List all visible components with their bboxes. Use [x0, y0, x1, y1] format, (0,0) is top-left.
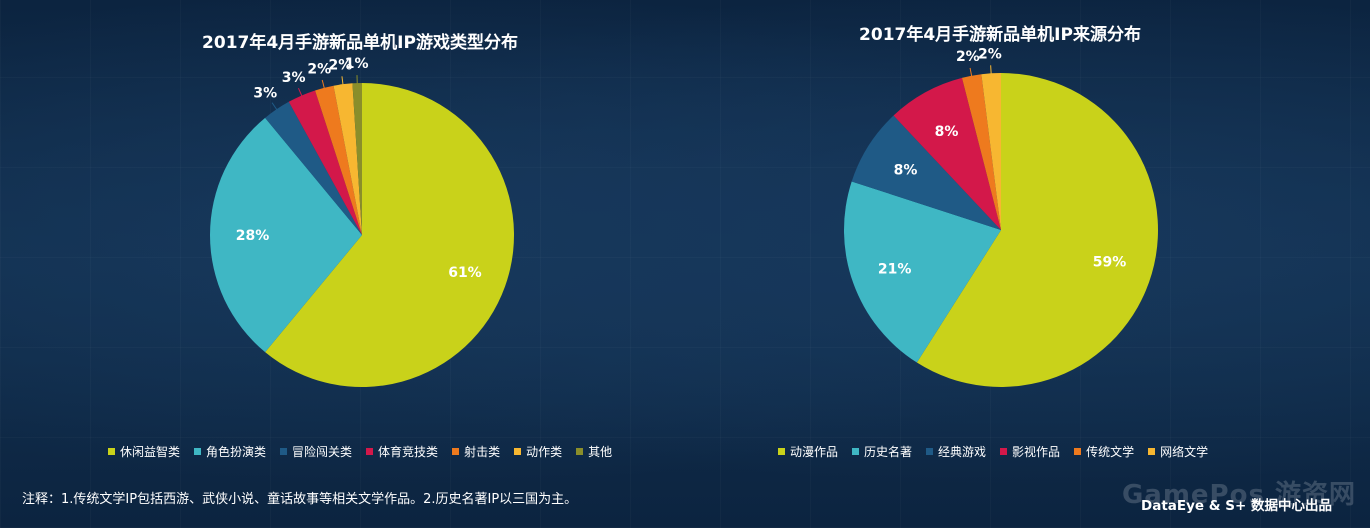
- legend-swatch: [576, 448, 584, 455]
- pie-slice-type-3: [288, 90, 362, 235]
- legend-swatch: [852, 448, 860, 455]
- legend-item: 体育竞技类: [366, 443, 438, 460]
- slice-label: 2%: [956, 49, 980, 65]
- slice-label: 8%: [935, 124, 959, 140]
- legend-item: 影视作品: [1000, 443, 1060, 460]
- legend-swatch: [1074, 448, 1082, 455]
- legend-swatch: [514, 448, 522, 455]
- leader-line: [341, 76, 344, 87]
- legend-label: 射击类: [464, 445, 501, 459]
- credit-text: DataEye & S+ 数据中心出品: [1141, 498, 1332, 514]
- legend-item: 角色扮演类: [194, 443, 266, 460]
- site-watermark: GamePos 游资网: [1121, 480, 1356, 510]
- slice-label: 2%: [978, 46, 1002, 62]
- slice-label: 3%: [253, 86, 277, 102]
- legend-swatch: [366, 448, 374, 455]
- pie-slice-type-2: [265, 101, 362, 235]
- legend-item: 其他: [576, 443, 612, 460]
- legend-label: 其他: [588, 445, 613, 459]
- pie-slice-type-4: [315, 85, 362, 235]
- slice-label: 8%: [894, 162, 918, 178]
- legend-label: 动漫作品: [790, 445, 839, 459]
- pie-slice-type-6: [352, 83, 362, 235]
- legend-label: 网络文学: [1160, 445, 1209, 459]
- legend-type: 休闲益智类 角色扮演类 冒险闯关类 体育竞技类 射击类 动作类 其他: [108, 443, 612, 460]
- slice-label: 61%: [448, 265, 482, 281]
- pie-slice-source-1: [844, 181, 1001, 363]
- pie-slice-type-5: [333, 83, 362, 236]
- legend-label: 经典游戏: [938, 445, 987, 459]
- slice-label: 1%: [345, 56, 369, 72]
- legend-label: 影视作品: [1012, 445, 1061, 459]
- chart-title-source: 2017年4月手游新品单机IP来源分布: [859, 25, 1141, 45]
- legend-source: 动漫作品 历史名著 经典游戏 影视作品 传统文学 网络文学: [778, 443, 1208, 460]
- legend-label: 休闲益智类: [120, 445, 181, 459]
- chart-title-type: 2017年4月手游新品单机IP游戏类型分布: [202, 33, 518, 53]
- legend-label: 体育竞技类: [378, 445, 439, 459]
- footnote: 注释：1.传统文学IP包括西游、武侠小说、童话故事等相关文学作品。2.历史名著I…: [22, 492, 578, 507]
- slice-label: 2%: [329, 57, 353, 73]
- pie-slice-source-5: [981, 73, 1001, 230]
- pie-slice-source-4: [961, 74, 1001, 230]
- legend-label: 传统文学: [1086, 445, 1135, 459]
- legend-swatch: [1000, 448, 1008, 455]
- legend-item: 历史名著: [852, 443, 912, 460]
- leader-line: [321, 79, 326, 90]
- leader-line: [969, 67, 973, 78]
- leader-line: [990, 65, 992, 76]
- slice-label: 28%: [236, 228, 270, 244]
- legend-swatch: [1148, 448, 1156, 455]
- leader-line: [297, 87, 303, 98]
- pie-slice-type-1: [210, 117, 362, 353]
- legend-item: 射击类: [452, 443, 500, 460]
- legend-item: 冒险闯关类: [280, 443, 352, 460]
- legend-swatch: [778, 448, 785, 455]
- legend-swatch: [452, 448, 460, 455]
- legend-label: 动作类: [526, 445, 563, 459]
- pie-slice-type-0: [265, 83, 514, 387]
- leader-line: [271, 102, 279, 112]
- legend-item: 传统文学: [1074, 443, 1134, 460]
- legend-swatch: [108, 448, 115, 455]
- legend-item: 网络文学: [1148, 443, 1208, 460]
- legend-item: 动作类: [514, 443, 562, 460]
- pie-slice-source-3: [893, 77, 1001, 231]
- legend-item: 经典游戏: [926, 443, 986, 460]
- pie-slice-source-0: [916, 73, 1158, 388]
- legend-label: 冒险闯关类: [292, 445, 353, 459]
- legend-swatch: [926, 448, 934, 455]
- pie-slice-source-2: [851, 115, 1001, 230]
- slice-label: 2%: [307, 61, 331, 77]
- legend-swatch: [194, 448, 202, 455]
- legend-label: 角色扮演类: [206, 445, 267, 459]
- legend-label: 历史名著: [864, 445, 913, 459]
- slice-label: 21%: [878, 261, 912, 277]
- legend-swatch: [280, 448, 288, 455]
- legend-item: 动漫作品: [778, 443, 838, 460]
- slice-label: 59%: [1093, 255, 1127, 271]
- slice-label: 3%: [282, 70, 306, 86]
- legend-item: 休闲益智类: [108, 443, 180, 460]
